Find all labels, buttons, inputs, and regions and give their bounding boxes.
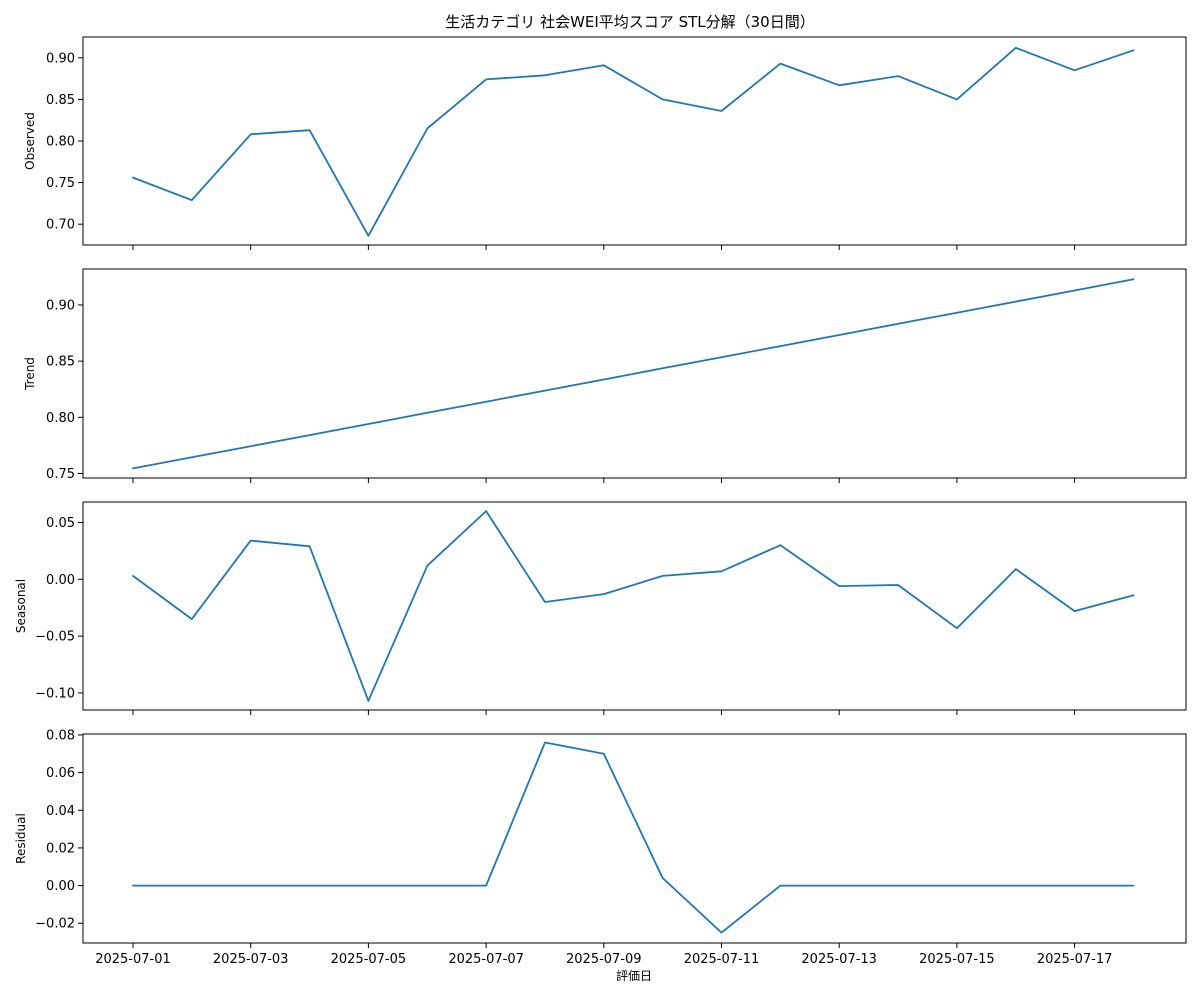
trend-ytick-label: 0.75 (46, 467, 75, 482)
observed-ytick-label: 0.90 (46, 51, 75, 66)
seasonal-ytick-label: 0.05 (46, 516, 75, 531)
observed-ytick-label: 0.80 (46, 135, 75, 150)
residual-ytick-label: 0.02 (46, 841, 75, 856)
panel-residual: −0.02 0.00 0.02 0.04 0.06 0.08 2025-07-01 2025-… (14, 728, 1187, 967)
residual-ytick-label: −0.02 (35, 917, 75, 932)
xtick-label: 2025-07-13 (801, 952, 877, 967)
seasonal-series-line (132, 510, 1135, 702)
observed-ytick-label: 0.75 (46, 176, 75, 191)
xtick-label: 2025-07-09 (566, 952, 642, 967)
trend-ytick-label: 0.80 (46, 411, 75, 426)
xtick-label: 2025-07-01 (95, 952, 171, 967)
residual-ytick-label: 0.04 (46, 804, 75, 819)
trend-axes-frame (82, 268, 1187, 479)
seasonal-ytick-label: 0.00 (46, 573, 75, 588)
trend-ytick-label: 0.85 (46, 355, 75, 370)
residual-axes-frame (82, 733, 1187, 944)
seasonal-ytick-label: −0.05 (35, 630, 75, 645)
xtick-label: 2025-07-07 (448, 952, 524, 967)
panels: 0.70 0.75 0.80 0.85 0.90 Observed 0.75 0.80 0.85… (14, 36, 1187, 967)
residual-y-axis-label: Residual (14, 813, 28, 864)
x-axis-label: 評価日 (616, 968, 652, 983)
observed-y-axis-label: Observed (23, 112, 37, 170)
observed-ytick-label: 0.85 (46, 93, 75, 108)
seasonal-axes-frame (82, 501, 1187, 711)
trend-ytick-label: 0.90 (46, 298, 75, 313)
panel-observed: 0.70 0.75 0.80 0.85 0.90 Observed (23, 36, 1187, 250)
xtick-label: 2025-07-11 (684, 952, 760, 967)
residual-ytick-label: 0.08 (46, 728, 75, 743)
observed-series-line (132, 46, 1135, 237)
residual-ytick-label: 0.06 (46, 766, 75, 781)
xtick-label: 2025-07-05 (331, 952, 407, 967)
observed-ytick-label: 0.70 (46, 218, 75, 233)
panel-trend: 0.75 0.80 0.85 0.90 Trend (23, 268, 1187, 483)
trend-y-axis-label: Trend (23, 357, 37, 391)
xtick-label: 2025-07-03 (213, 952, 289, 967)
xtick-label: 2025-07-15 (919, 952, 995, 967)
seasonal-ytick-label: −0.10 (35, 686, 75, 701)
trend-series-line (132, 278, 1135, 470)
panel-seasonal: −0.10 −0.05 0.00 0.05 Seasonal (14, 501, 1187, 715)
xtick-label: 2025-07-17 (1037, 952, 1113, 967)
residual-ytick-label: 0.00 (46, 879, 75, 894)
observed-axes-frame (82, 36, 1187, 246)
chart-title: 生活カテゴリ 社会WEI平均スコア STL分解（30日間） (445, 13, 814, 31)
residual-series-line (132, 741, 1135, 934)
seasonal-y-axis-label: Seasonal (14, 579, 28, 633)
